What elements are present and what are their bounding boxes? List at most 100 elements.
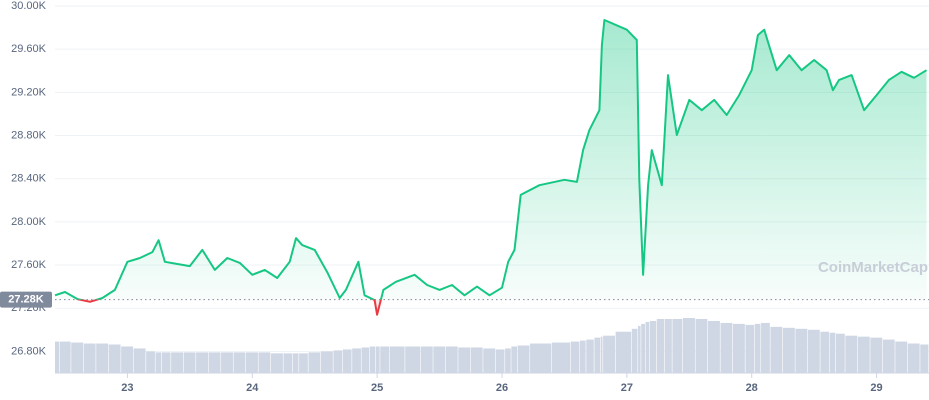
volume-bar xyxy=(352,348,361,373)
volume-bar xyxy=(458,347,471,373)
volume-bar xyxy=(845,335,858,373)
volume-bar xyxy=(795,328,808,373)
watermark: CoinMarketCap xyxy=(818,259,928,276)
volume-bar xyxy=(320,351,333,373)
area-above xyxy=(55,20,927,300)
volume-bar xyxy=(333,350,343,373)
volume-bar xyxy=(782,327,795,373)
volume-bar xyxy=(389,346,405,373)
y-tick-label: 28.00K xyxy=(11,216,47,228)
volume-bar xyxy=(292,353,299,373)
x-tick-label: 25 xyxy=(371,382,383,394)
price-line xyxy=(54,19,928,300)
volume-bar xyxy=(470,347,483,373)
volume-bar xyxy=(505,348,511,373)
volume-bar xyxy=(895,341,908,373)
volume-bar xyxy=(530,343,552,373)
volume-bar xyxy=(283,353,293,373)
volume-bar xyxy=(83,343,96,373)
volume-bar xyxy=(183,352,196,373)
y-tick-label: 28.40K xyxy=(11,173,47,185)
reference-label-box xyxy=(0,291,52,308)
volume-bar xyxy=(71,342,84,373)
volume-bar xyxy=(246,352,258,373)
volume-bar xyxy=(483,348,496,373)
x-tick-label: 23 xyxy=(121,382,133,394)
volume-bar xyxy=(638,325,641,373)
x-tick-label: 29 xyxy=(870,382,882,394)
x-tick-label: 26 xyxy=(496,382,508,394)
volume-bar xyxy=(720,322,733,373)
volume-bar xyxy=(121,346,134,373)
volume-bar xyxy=(233,352,246,373)
volume-bar xyxy=(708,320,720,373)
y-tick-label: 29.20K xyxy=(11,86,47,98)
volume-bar xyxy=(511,346,517,373)
y-tick-label: 26.80K xyxy=(11,345,47,357)
volume-bar xyxy=(600,336,603,373)
volume-bar xyxy=(551,342,571,373)
x-tick-label: 24 xyxy=(246,382,259,394)
volume-bar xyxy=(342,349,352,373)
volume-bar xyxy=(308,352,321,373)
volume-bar xyxy=(594,337,601,373)
volume-bar xyxy=(664,318,672,373)
volume-bar xyxy=(495,349,505,373)
volume-bar xyxy=(221,352,233,373)
volume-bar xyxy=(807,329,820,373)
volume-bar xyxy=(369,346,376,373)
volume-bar xyxy=(907,343,920,373)
y-tick-label: 27.60K xyxy=(11,259,47,271)
volume-bar xyxy=(196,352,208,373)
volume-bar xyxy=(96,343,109,373)
volume-bar xyxy=(580,340,586,373)
volume-bar xyxy=(820,331,830,373)
volume-bar xyxy=(361,347,370,373)
volume-bar xyxy=(155,352,162,373)
volume-bar xyxy=(380,346,390,373)
volume-bar xyxy=(649,320,657,373)
reference-label: 27.28K xyxy=(8,294,44,306)
volume-bar xyxy=(171,352,184,373)
volume-bar xyxy=(835,333,845,373)
volume-bar xyxy=(882,339,895,373)
volume-bar xyxy=(517,345,530,373)
volume-bar xyxy=(271,353,283,373)
volume-bar xyxy=(55,341,60,373)
volume-bar xyxy=(745,324,755,373)
volume-bar xyxy=(133,348,146,373)
volume-bar xyxy=(570,341,580,373)
volume-bar xyxy=(603,335,616,373)
volume-bar xyxy=(683,318,695,373)
x-tick-label: 28 xyxy=(746,382,758,394)
volume-bar xyxy=(445,346,458,373)
volume-bar xyxy=(405,346,421,373)
volume-bar xyxy=(161,352,171,373)
y-tick-label: 29.60K xyxy=(11,43,47,55)
volume-bar xyxy=(615,331,632,373)
volume-bar xyxy=(299,353,308,373)
volume-bar xyxy=(420,346,433,373)
volume-bar xyxy=(146,351,155,373)
volume-bar xyxy=(870,337,883,373)
volume-bar xyxy=(208,352,221,373)
volume-bar xyxy=(857,336,870,373)
volume-bar xyxy=(108,344,121,373)
x-tick-label: 27 xyxy=(621,382,633,394)
volume-bar xyxy=(375,346,380,373)
volume-bar xyxy=(695,318,708,373)
volume-bar xyxy=(770,326,783,373)
volume-bar xyxy=(433,346,446,373)
volume-bar xyxy=(829,332,836,373)
volume-bar xyxy=(641,323,645,373)
volume-bar xyxy=(672,318,683,373)
volume-bar xyxy=(920,344,929,373)
volume-bar xyxy=(59,341,71,373)
volume-bar xyxy=(754,323,761,373)
volume-bar xyxy=(258,352,271,373)
y-tick-label: 28.80K xyxy=(11,129,47,141)
volume-bar xyxy=(761,322,770,373)
volume-bar xyxy=(586,339,594,373)
volume-bar xyxy=(656,318,665,373)
